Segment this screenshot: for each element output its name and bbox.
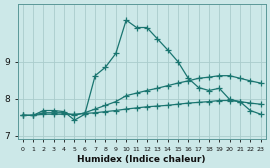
X-axis label: Humidex (Indice chaleur): Humidex (Indice chaleur): [77, 155, 206, 164]
